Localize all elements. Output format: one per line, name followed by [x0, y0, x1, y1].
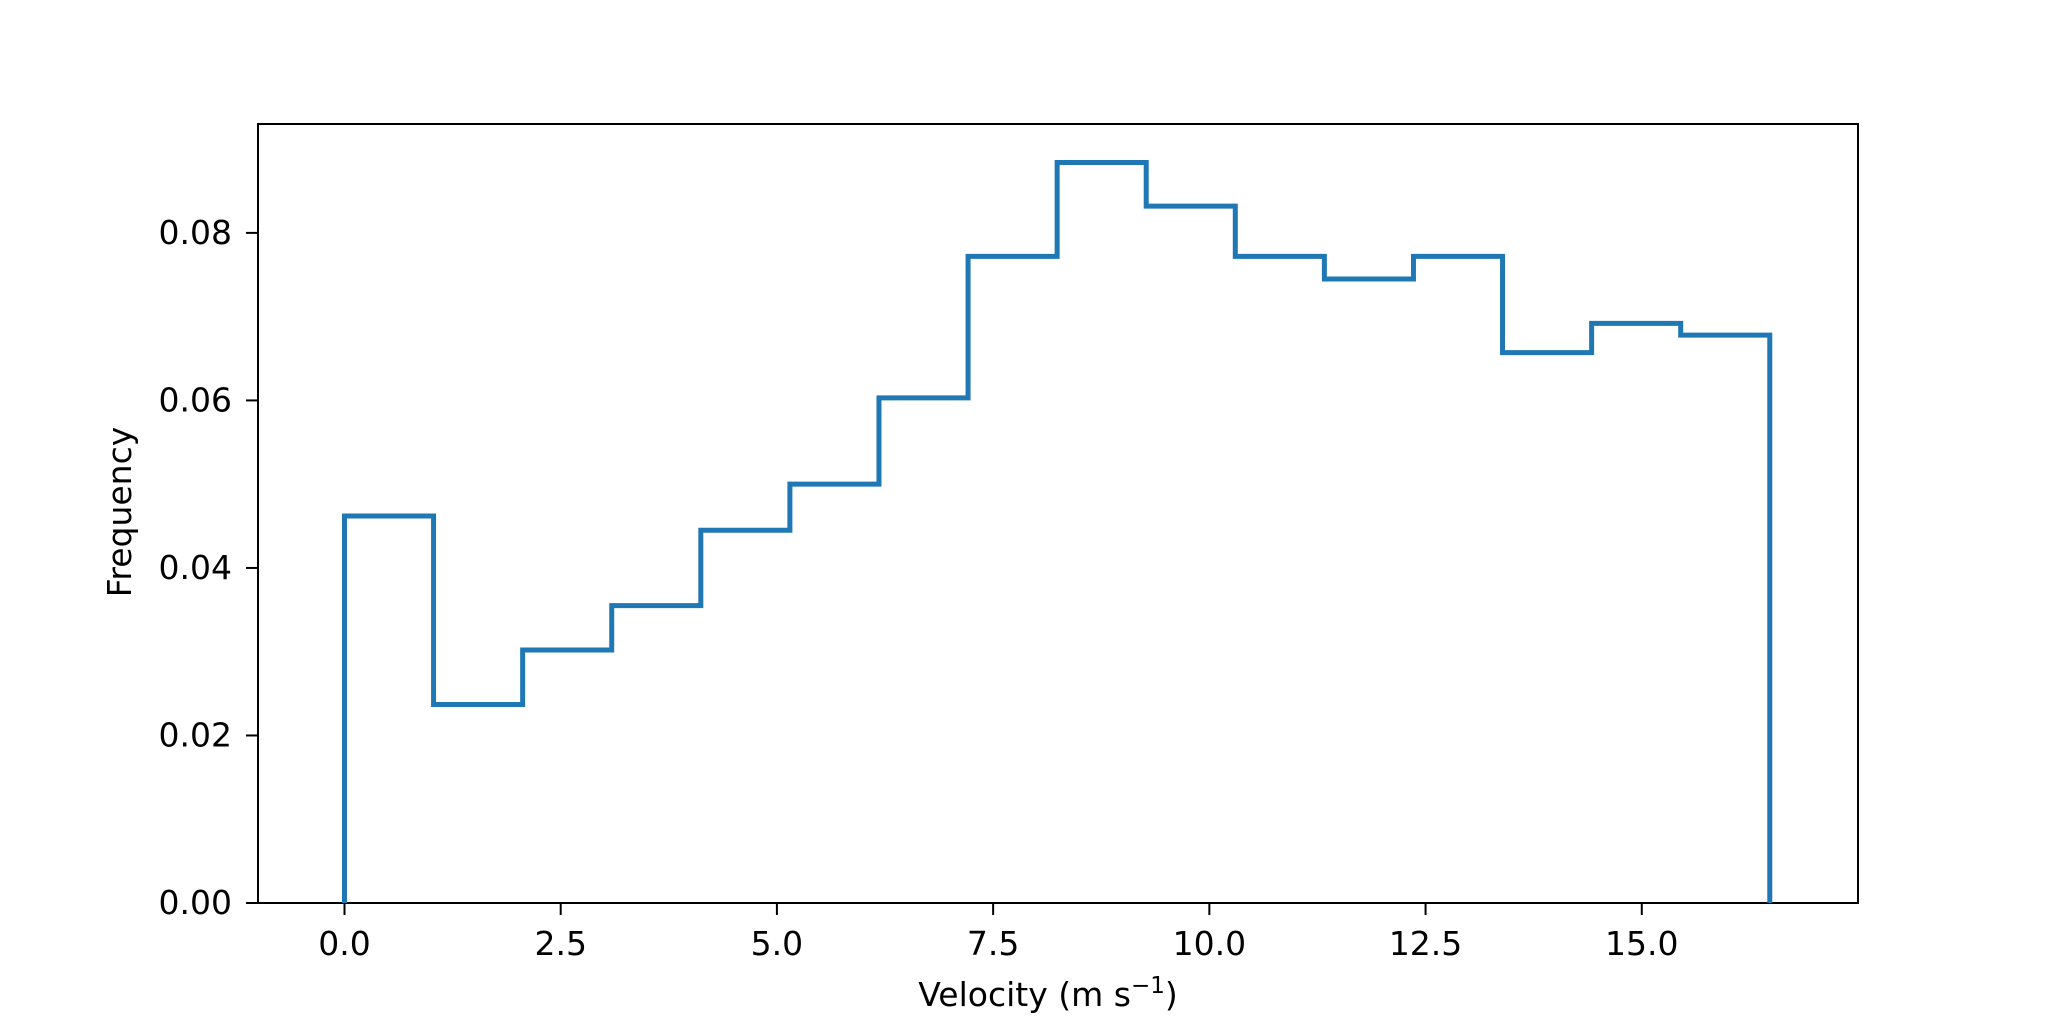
- x-tick-label: 2.5: [534, 924, 586, 963]
- x-axis-label-suffix: ): [1165, 975, 1178, 1014]
- y-tick-label: 0.04: [159, 548, 232, 587]
- y-axis-label: Frequency: [100, 427, 139, 597]
- x-axis-label-superscript: −1: [1131, 973, 1165, 999]
- x-tick-label: 5.0: [751, 924, 803, 963]
- x-axis-label: Velocity (m s−1): [918, 973, 1177, 1014]
- x-axis-label-main: Velocity (m s: [918, 975, 1131, 1014]
- x-tick-label: 15.0: [1605, 924, 1678, 963]
- x-tick-label: 7.5: [967, 924, 1019, 963]
- x-tick-label: 10.0: [1173, 924, 1246, 963]
- y-tick-label: 0.06: [159, 380, 232, 419]
- y-axis: 0.00 0.02 0.04 0.06 0.08: [159, 213, 258, 922]
- x-tick-label: 12.5: [1389, 924, 1462, 963]
- histogram-step-line: [341, 160, 1773, 903]
- x-tick-label: 0.0: [318, 924, 370, 963]
- y-tick-label: 0.00: [159, 883, 232, 922]
- y-tick-label: 0.02: [159, 715, 232, 754]
- y-tick-label: 0.08: [159, 213, 232, 252]
- x-axis: 0.0 2.5 5.0 7.5 10.0 12.5 15.0: [318, 903, 1679, 963]
- series-layer: [341, 160, 1773, 903]
